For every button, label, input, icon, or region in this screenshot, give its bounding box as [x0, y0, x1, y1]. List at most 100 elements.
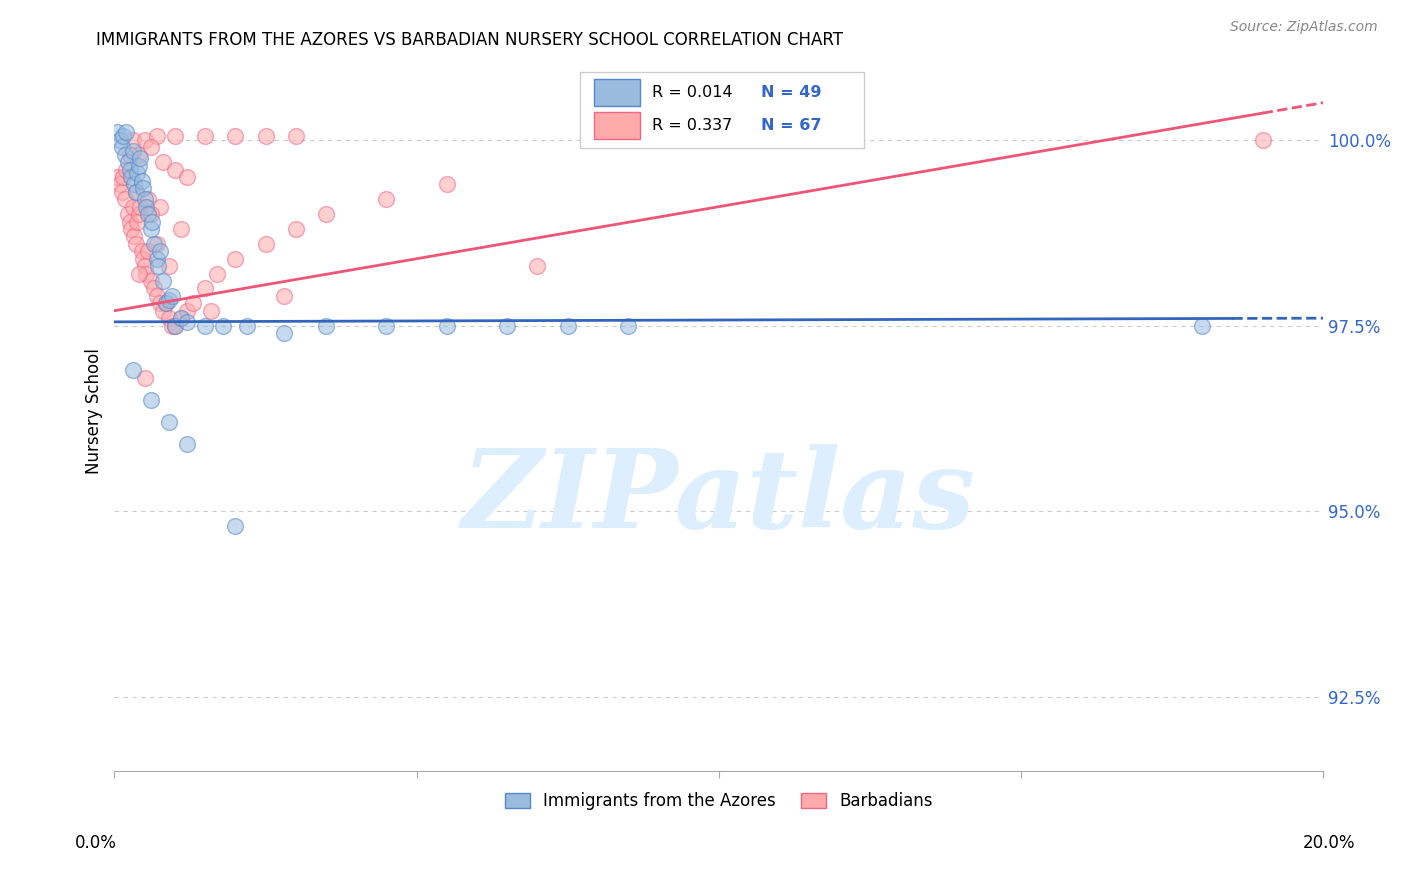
Point: [110, 133, 132, 147]
Point: [212, 318, 235, 333]
Bar: [579, 72, 863, 148]
Point: [236, 318, 259, 333]
Point: [136, 192, 159, 206]
Point: [194, 318, 217, 333]
Point: [115, 125, 138, 139]
Point: [145, 129, 167, 144]
Point: [284, 222, 307, 236]
Bar: [595, 112, 640, 139]
Point: [122, 178, 145, 192]
Point: [118, 147, 141, 161]
Text: R = 0.014: R = 0.014: [652, 85, 733, 100]
Point: [163, 162, 186, 177]
Point: [135, 200, 157, 214]
Point: [117, 155, 139, 169]
Point: [436, 318, 458, 333]
Point: [128, 207, 150, 221]
Point: [134, 370, 156, 384]
Point: [170, 311, 193, 326]
Point: [526, 259, 548, 273]
Point: [128, 267, 150, 281]
Point: [157, 311, 180, 326]
Point: [135, 267, 157, 281]
Point: [124, 185, 146, 199]
Point: [107, 125, 129, 139]
Point: [284, 129, 307, 144]
Point: [131, 174, 153, 188]
Point: [128, 200, 150, 214]
Point: [134, 133, 156, 147]
Text: R = 0.337: R = 0.337: [652, 118, 733, 133]
Point: [181, 296, 204, 310]
Point: [149, 296, 172, 310]
Point: [124, 185, 146, 199]
Point: [273, 289, 295, 303]
Point: [120, 169, 142, 184]
Point: [139, 274, 162, 288]
Point: [224, 252, 246, 266]
Point: [1191, 318, 1213, 333]
Point: [375, 192, 398, 206]
Point: [157, 293, 180, 307]
Point: [176, 437, 198, 451]
Point: [149, 244, 172, 259]
Point: [436, 178, 458, 192]
Point: [145, 289, 167, 303]
Point: [375, 318, 398, 333]
Point: [176, 303, 198, 318]
Text: ZIPatlas: ZIPatlas: [461, 443, 976, 551]
Point: [127, 214, 149, 228]
Point: [134, 192, 156, 206]
Point: [132, 252, 155, 266]
Point: [141, 214, 163, 228]
Point: [155, 296, 177, 310]
Point: [224, 519, 246, 533]
Point: [124, 236, 146, 251]
Point: [127, 166, 149, 180]
Point: [254, 236, 277, 251]
Point: [155, 296, 177, 310]
Point: [122, 229, 145, 244]
Point: [131, 244, 153, 259]
Point: [139, 222, 162, 236]
Point: [121, 200, 143, 214]
Point: [170, 222, 193, 236]
Point: [120, 222, 142, 236]
Point: [128, 147, 150, 161]
Point: [273, 326, 295, 340]
Text: 0.0%: 0.0%: [75, 834, 117, 852]
Bar: [595, 78, 640, 106]
Point: [121, 363, 143, 377]
Point: [114, 192, 136, 206]
Point: [152, 155, 174, 169]
Point: [115, 162, 138, 177]
Point: [617, 318, 640, 333]
Text: IMMIGRANTS FROM THE AZORES VS BARBADIAN NURSERY SCHOOL CORRELATION CHART: IMMIGRANTS FROM THE AZORES VS BARBADIAN …: [96, 31, 842, 49]
Point: [142, 281, 165, 295]
Legend: Immigrants from the Azores, Barbadians: Immigrants from the Azores, Barbadians: [498, 786, 939, 817]
Point: [107, 169, 129, 184]
Point: [146, 259, 169, 273]
Point: [136, 207, 159, 221]
Point: [149, 200, 172, 214]
Text: Source: ZipAtlas.com: Source: ZipAtlas.com: [1230, 20, 1378, 34]
Point: [145, 252, 167, 266]
Point: [139, 392, 162, 407]
Y-axis label: Nursery School: Nursery School: [86, 348, 103, 474]
Point: [157, 415, 180, 429]
Point: [132, 181, 155, 195]
Point: [176, 315, 198, 329]
Point: [114, 147, 136, 161]
Text: 20.0%: 20.0%: [1302, 834, 1355, 852]
Point: [121, 133, 143, 147]
Point: [205, 267, 228, 281]
Point: [152, 274, 174, 288]
Point: [118, 162, 141, 177]
Point: [111, 185, 134, 199]
Point: [134, 259, 156, 273]
Point: [142, 236, 165, 251]
Point: [110, 178, 132, 192]
Point: [176, 169, 198, 184]
Point: [163, 318, 186, 333]
Point: [152, 303, 174, 318]
